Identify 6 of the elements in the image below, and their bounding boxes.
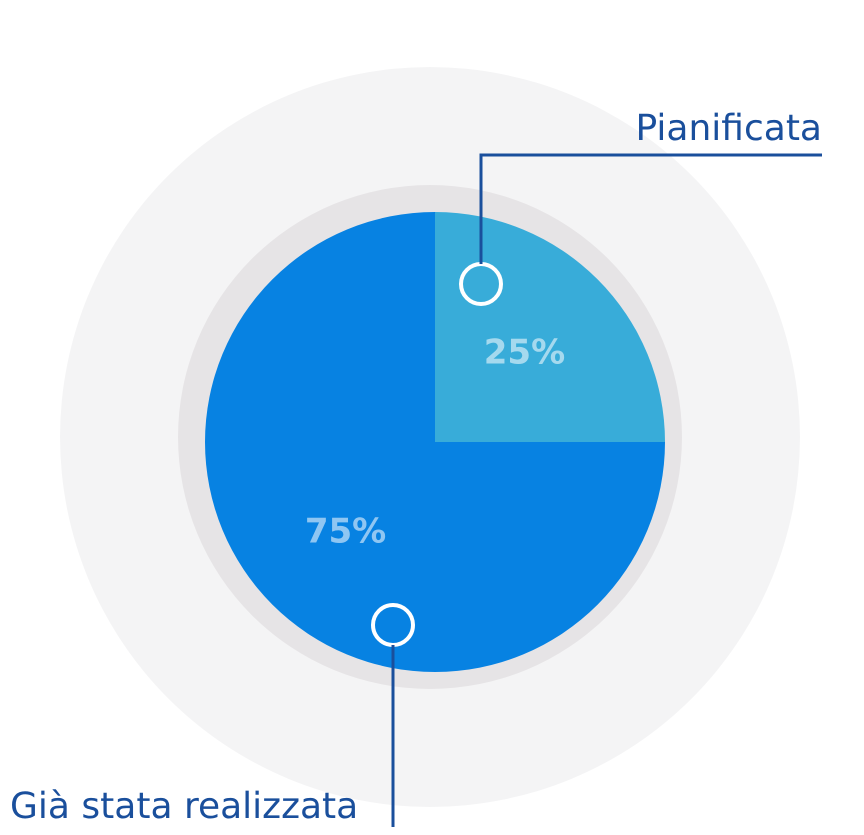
data-label: 75% (304, 511, 386, 552)
pie-slice (205, 212, 665, 672)
pie-slice (435, 212, 665, 442)
data-label: 25% (484, 332, 566, 373)
slice-label: Pianificata (635, 108, 822, 149)
slice-label: Già stata realizzata (10, 786, 358, 827)
